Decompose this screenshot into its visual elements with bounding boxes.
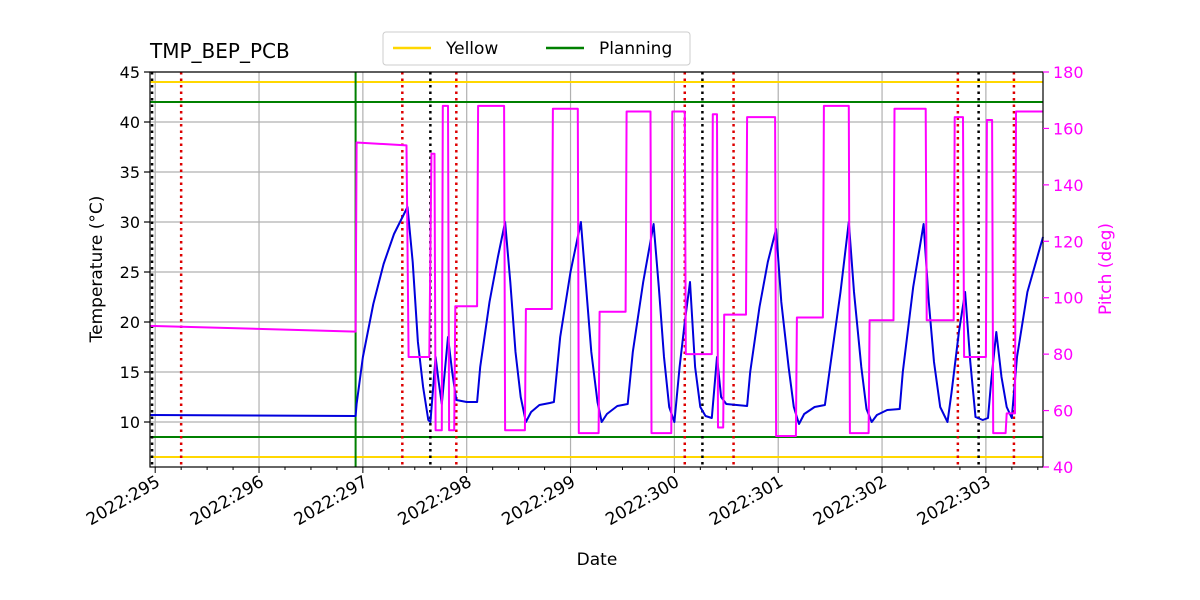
y2-tick-label: 60: [1053, 402, 1073, 421]
vertical-marker-lines: [150, 72, 1016, 467]
legend-label-planning: Planning: [599, 39, 672, 59]
y2-tick-label: 100: [1053, 289, 1084, 308]
limit-lines: [150, 72, 1043, 467]
x-tick-label: 2022:303: [914, 472, 995, 530]
x-tick-label: 2022:301: [706, 472, 787, 530]
y2-tick-label: 160: [1053, 119, 1084, 138]
y-tick-label: 25: [120, 263, 140, 282]
x-tick-label: 2022:297: [291, 472, 372, 530]
plot-frame: [149, 71, 1044, 468]
x-tick-label: 2022:296: [187, 472, 268, 530]
x-tick-label: 2022:300: [602, 472, 683, 530]
y2-tick-label: 140: [1053, 176, 1084, 195]
y2-tick-label: 40: [1053, 458, 1073, 477]
series-group: [149, 104, 1044, 437]
y2-tick-label: 180: [1053, 63, 1084, 82]
legend-label-yellow: Yellow: [445, 39, 498, 59]
y-tick-label: 20: [120, 313, 140, 332]
y2-axis-label: Pitch (deg): [1096, 223, 1116, 315]
y-axis-label: Temperature (°C): [87, 196, 107, 344]
series-line-pitch: [149, 104, 1043, 437]
legend-box: [382, 31, 691, 66]
x-tick-label: 2022:299: [499, 472, 580, 530]
x-axis-label: Date: [577, 550, 618, 570]
y-tick-label: 40: [120, 113, 140, 132]
y-tick-label: 30: [120, 213, 140, 232]
x-tick-label: 2022:298: [395, 472, 476, 530]
y-tick-label: 10: [120, 413, 140, 432]
y-tick-label: 35: [120, 163, 140, 182]
x-tick-label: 2022:295: [83, 472, 164, 530]
chart-title: TMP_BEP_PCB: [149, 39, 290, 63]
y2-tick-label: 80: [1053, 345, 1073, 364]
legend: Yellow Planning: [382, 31, 691, 66]
x-tick-label: 2022:302: [810, 472, 891, 530]
y-tick-label: 45: [120, 63, 140, 82]
axes: 10 15 20 25 30 35 40 45 40 60 80 100 120 140 160 180 202…: [83, 63, 1083, 530]
y2-tick-label: 120: [1053, 232, 1084, 251]
grid: [150, 71, 1043, 467]
series-line-temperature: [149, 206, 1044, 425]
y-tick-label: 15: [120, 363, 140, 382]
